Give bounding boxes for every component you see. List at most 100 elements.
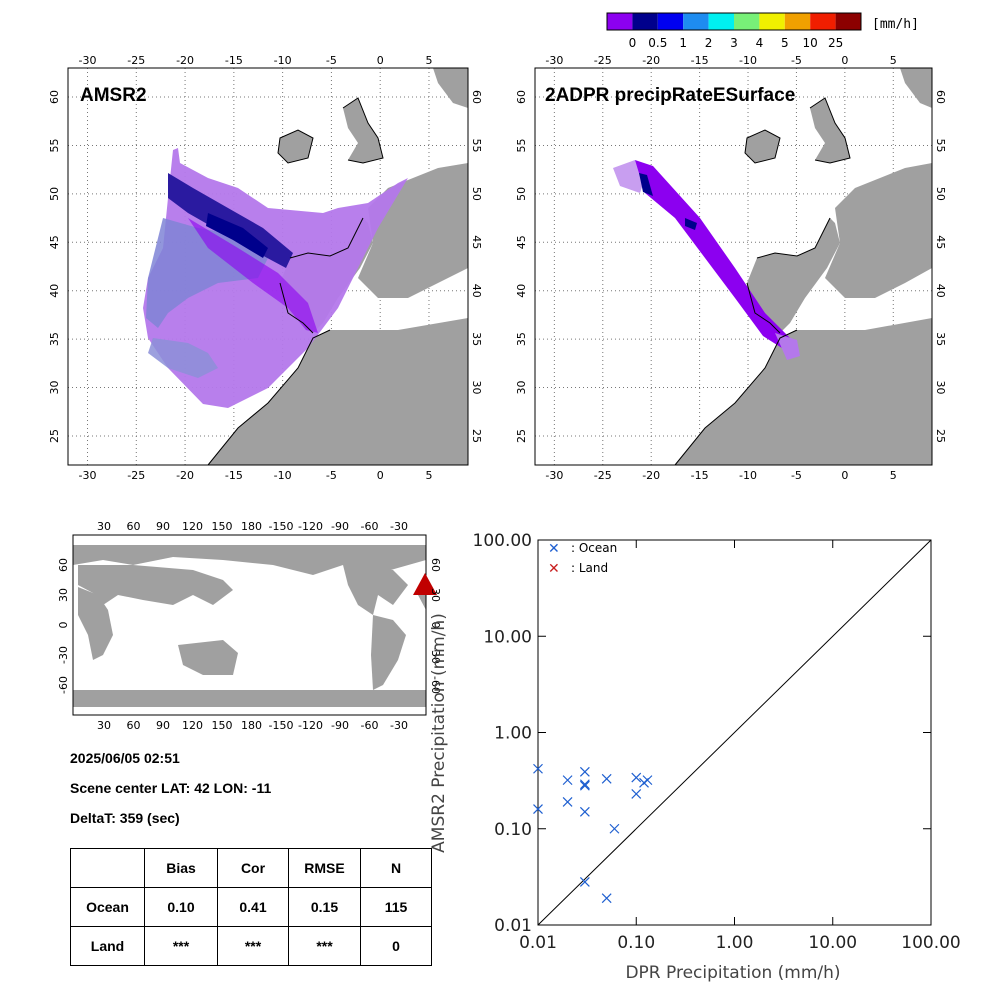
table-row: Land *** *** *** 0 <box>70 926 432 966</box>
lat-tick-label-right: 35 <box>470 332 483 346</box>
legend-label-land: : Land <box>571 561 608 575</box>
world-lon-tick-bottom: 60 <box>127 719 141 732</box>
lon-tick-label-top: 5 <box>890 54 897 67</box>
colorbar-tick-label: 0 <box>629 36 637 50</box>
scatter-x-axis-label: DPR Precipitation (mm/h) <box>625 963 840 983</box>
table-cell: 0.15 <box>288 887 361 927</box>
world-land <box>73 545 426 707</box>
world-lon-tick-top: -90 <box>331 520 349 533</box>
map-frame <box>67 67 469 466</box>
world-lon-tick-top: -150 <box>269 520 294 533</box>
lon-tick-label-bottom: -5 <box>326 469 337 482</box>
colorbar-swatches <box>606 12 862 31</box>
lon-tick-label-top: -5 <box>791 54 802 67</box>
table-header-row: Bias Cor RMSE N <box>70 848 432 888</box>
world-overview-map: 30 30 60 60 90 90 120 120 150 150 180 180 -150 -150 -1… <box>57 520 442 732</box>
lon-tick-label-top: -25 <box>594 54 612 67</box>
colorbar-swatch <box>607 13 633 30</box>
colorbar-swatch <box>708 13 734 30</box>
lat-tick-label-left: 55 <box>48 138 61 152</box>
colorbar-swatch <box>632 13 658 30</box>
colorbar-swatch <box>835 13 861 30</box>
table-header-cell: Bias <box>144 848 218 888</box>
lat-tick-label-left: 45 <box>48 235 61 249</box>
land-ireland <box>278 130 313 163</box>
colorbar-tick-label: 5 <box>781 36 789 50</box>
world-map-tick-labels: 30 30 60 60 90 90 120 120 150 150 180 180 -150 -150 -1… <box>57 520 442 732</box>
lat-tick-label-left: 25 <box>48 429 61 443</box>
land-france-europe <box>825 163 932 298</box>
x-tick-label: 10.00 <box>808 933 857 953</box>
scatter-y-axis-label: AMSR2 Precipitation (mm/h) <box>429 613 449 853</box>
table-cell: *** <box>217 926 289 966</box>
lat-tick-label-left: 25 <box>515 429 528 443</box>
lat-tick-label-left: 35 <box>515 332 528 346</box>
lon-tick-label-top: -30 <box>79 54 97 67</box>
colorbar-unit: [mm/h] <box>872 17 919 32</box>
world-lon-tick-top: 180 <box>241 520 262 533</box>
scatter-points <box>533 763 653 904</box>
world-lon-tick-top: 60 <box>127 520 141 533</box>
delta-t: DeltaT: 359 (sec) <box>70 810 180 826</box>
colorbar-legend: 0 0.5 1 2 3 4 5 10 25 [mm/h] <box>606 12 919 50</box>
lat-tick-label-right: 45 <box>934 235 947 249</box>
table-cell: 0.41 <box>217 887 289 927</box>
colorbar-tick-label: 4 <box>756 36 764 50</box>
world-lat-tick-left: 0 <box>57 622 70 629</box>
table-cell: 115 <box>360 887 432 927</box>
lat-tick-label-left: 50 <box>48 187 61 201</box>
table-cell: *** <box>144 926 218 966</box>
lat-tick-label-right: 60 <box>934 90 947 104</box>
colorbar-frame <box>606 12 862 31</box>
world-lon-tick-bottom: 30 <box>97 719 111 732</box>
world-lon-tick-bottom: -150 <box>269 719 294 732</box>
lat-tick-label-left: 50 <box>515 187 528 201</box>
lon-tick-label-top: 0 <box>841 54 848 67</box>
table-cell: Land <box>70 926 145 966</box>
legend-marker-land: ✕ <box>548 560 560 576</box>
lat-tick-label-left: 55 <box>515 138 528 152</box>
lon-tick-label-bottom: -30 <box>545 469 563 482</box>
lat-tick-label-right: 25 <box>470 429 483 443</box>
scatter-point <box>562 796 573 807</box>
lat-tick-label-right: 55 <box>934 138 947 152</box>
table-header-cell: Cor <box>217 848 289 888</box>
scene-location-marker <box>413 573 437 595</box>
lon-tick-label-top: -20 <box>176 54 194 67</box>
lon-tick-label-top: -10 <box>274 54 292 67</box>
world-lon-tick-bottom: 120 <box>182 719 203 732</box>
amsr2-map-panel: AMSR2 -30-30-25-25-20-20-15-15-10-10-5-5… <box>48 54 483 482</box>
world-lon-tick-bottom: -30 <box>390 719 408 732</box>
scatter-point <box>579 806 590 817</box>
world-lon-tick-top: 150 <box>212 520 233 533</box>
lon-tick-label-top: -10 <box>739 54 757 67</box>
lat-tick-label-left: 40 <box>48 284 61 298</box>
lat-tick-label-left: 30 <box>515 381 528 395</box>
scatter-point <box>562 775 573 786</box>
y-tick-label: 1.00 <box>494 724 532 744</box>
colorbar-swatch <box>759 13 785 30</box>
x-tick-label: 100.00 <box>901 933 960 953</box>
world-lon-tick-bottom: 180 <box>241 719 262 732</box>
world-lon-tick-bottom: -120 <box>298 719 323 732</box>
scatter-point <box>533 804 543 815</box>
lon-tick-label-bottom: 5 <box>890 469 897 482</box>
world-lon-tick-top: -30 <box>390 520 408 533</box>
table-cell: *** <box>288 926 361 966</box>
lon-tick-label-top: -20 <box>642 54 660 67</box>
colorbar-tick-label: 25 <box>828 36 843 50</box>
world-lon-tick-top: 30 <box>97 520 111 533</box>
table-cell: 0.10 <box>144 887 218 927</box>
world-lon-tick-top: -60 <box>361 520 379 533</box>
coastlines <box>674 97 851 466</box>
scene-center: Scene center LAT: 42 LON: -11 <box>70 780 272 796</box>
scatter-point <box>579 766 590 777</box>
world-lat-tick-left: -30 <box>57 646 70 664</box>
colorbar-tick-label: 2 <box>705 36 713 50</box>
lon-tick-label-top: -30 <box>545 54 563 67</box>
lon-tick-label-bottom: -20 <box>642 469 660 482</box>
lon-tick-label-top: -15 <box>225 54 243 67</box>
lat-tick-label-left: 35 <box>48 332 61 346</box>
y-tick-label: 0.10 <box>494 820 532 840</box>
lat-tick-label-right: 30 <box>470 381 483 395</box>
